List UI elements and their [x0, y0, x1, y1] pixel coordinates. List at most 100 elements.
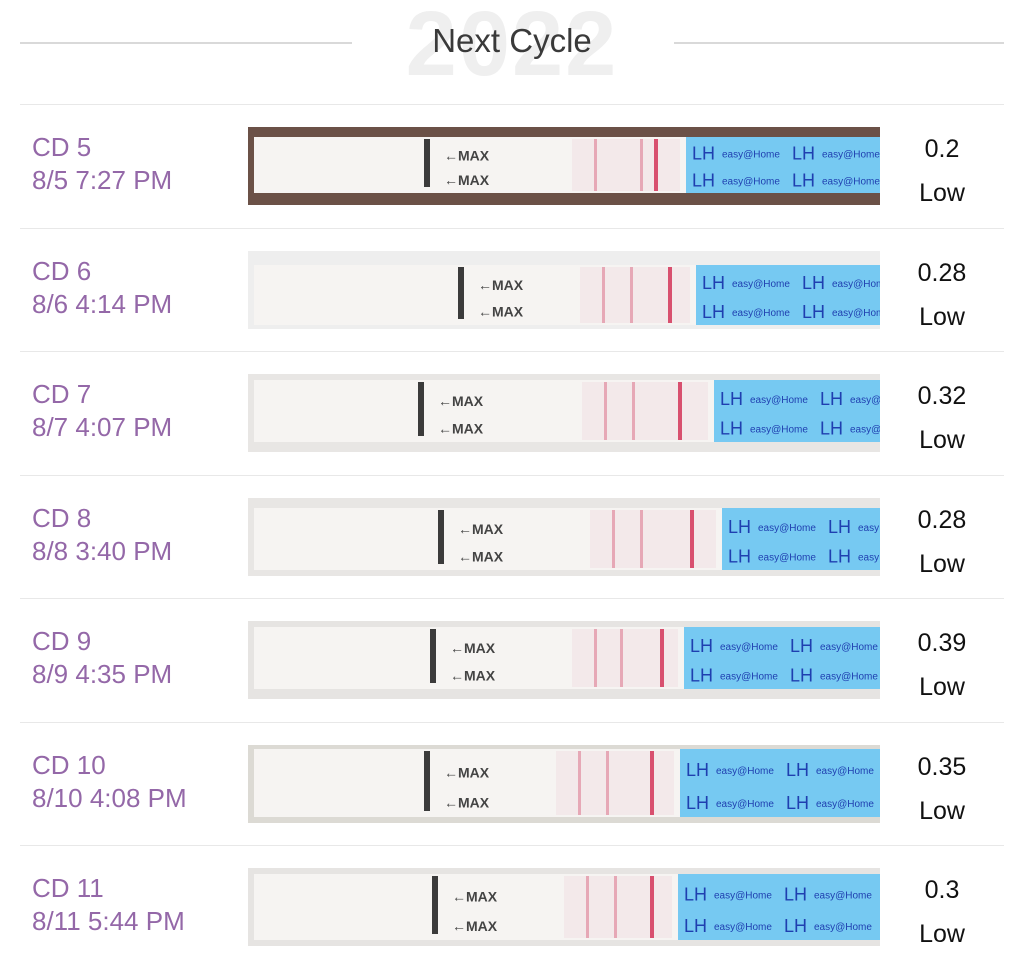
strip-image: ←MAX ←MAX LH easy@Home LH easy@Home LH easy@Hom… [248, 250, 880, 329]
lh-value: 0.35 [917, 752, 967, 781]
brand-text: easy@Home [850, 395, 880, 406]
brand-text: easy@Home [858, 522, 880, 533]
max-label: ←MAX [450, 640, 496, 656]
max-label: ←MAX [478, 277, 524, 293]
strip-image: ←MAX ←MAX LH easy@Home LH easy@Home LH easy@Hom… [248, 374, 880, 452]
brand-text: easy@Home [720, 672, 778, 683]
lh-text: LH [784, 884, 807, 904]
cycle-day: CD 7 [32, 379, 92, 409]
test-row[interactable]: CD 8 8/8 3:40 PM ←MAX ←MAX LH easy@Home LH ea… [20, 474, 1004, 599]
test-row[interactable]: CD 5 8/5 7:27 PM ←MAX ←MAX LH easy@Home LH ea… [20, 104, 1004, 228]
test-datetime: 8/8 3:40 PM [32, 535, 173, 566]
test-datetime: 8/11 5:44 PM [32, 906, 185, 936]
lh-text: LH [820, 389, 843, 409]
test-row[interactable]: CD 7 8/7 4:07 PM ←MAX ←MAX LH easy@Home LH ea… [20, 351, 1004, 475]
lh-text: LH [720, 419, 743, 439]
brand-text: easy@Home [732, 279, 790, 290]
lh-value: 0.3 [924, 876, 960, 904]
lh-value: 0.39 [917, 629, 967, 657]
result-window [580, 266, 690, 323]
test-strip-photo[interactable]: ←MAX ←MAX LH easy@Home LH easy@Home LH easy@Hom… [248, 250, 880, 329]
result-window [590, 509, 716, 568]
lh-text: LH [720, 389, 743, 409]
max-bar [458, 266, 464, 319]
test-strip-photo[interactable]: ←MAX ←MAX LH easy@Home LH easy@Home LH easy@Hom… [248, 497, 880, 576]
year-watermark: 2022 [405, 0, 619, 95]
max-label: ←MAX [452, 889, 498, 905]
test-strip-photo[interactable]: ←MAX ←MAX LH easy@Home LH easy@Home LH easy@Hom… [248, 621, 880, 699]
cycle-day: CD 11 [32, 873, 104, 903]
brand-text: easy@Home [816, 798, 874, 809]
control-line [602, 266, 605, 323]
strip-image: ←MAX ←MAX LH easy@Home LH easy@Home LH easy@Hom… [248, 621, 880, 699]
brand-text: easy@Home [858, 552, 880, 563]
lh-text: LH [790, 636, 813, 656]
cycle-day: CD 8 [32, 502, 92, 533]
result-window [582, 382, 708, 440]
strip-image: ←MAX ←MAX LH easy@Home LH easy@Home LH easy@Hom… [248, 868, 880, 946]
lh-text: LH [728, 516, 751, 536]
cycle-day: CD 5 [32, 132, 92, 162]
header-divider-left [20, 42, 352, 44]
test-datetime: 8/6 4:14 PM [32, 288, 173, 319]
max-label: ←MAX [450, 667, 496, 683]
test-datetime: 8/5 7:27 PM [32, 165, 173, 195]
test-strip-photo[interactable]: ←MAX ←MAX LH easy@Home LH easy@Home LH easy@Hom… [248, 868, 880, 946]
control-line [630, 266, 633, 323]
brand-text: easy@Home [832, 279, 880, 290]
strip-image: ←MAX ←MAX LH easy@Home LH easy@Home LH easy@Hom… [248, 127, 880, 205]
max-label: ←MAX [478, 303, 524, 319]
test-label: CD 8 8/8 3:40 PM [32, 502, 172, 568]
brand-text: easy@Home [714, 922, 772, 933]
lh-text: LH [684, 884, 707, 904]
header: 2022 Next Cycle [0, 0, 1024, 100]
lh-text: LH [802, 301, 825, 321]
brand-text: easy@Home [814, 890, 872, 901]
test-line [650, 876, 654, 938]
cycle-day: CD 9 [32, 626, 92, 656]
reading: 0.28 Low [896, 251, 988, 339]
control-line [606, 750, 609, 815]
test-datetime: 8/9 4:35 PM [32, 659, 173, 689]
header-divider-right [674, 42, 1004, 44]
max-label: ←MAX [438, 393, 484, 409]
lh-level: Low [919, 796, 965, 825]
lh-text: LH [790, 666, 813, 686]
test-label: CD 9 8/9 4:35 PM [32, 625, 172, 691]
test-row[interactable]: CD 9 8/9 4:35 PM ←MAX ←MAX LH easy@Home LH ea… [20, 598, 1004, 722]
brand-text: easy@Home [722, 149, 780, 160]
result-window [572, 139, 680, 191]
control-line [640, 509, 643, 568]
strip-image: ←MAX ←MAX LH easy@Home LH easy@Home LH easy@Hom… [248, 744, 880, 823]
test-strip-photo[interactable]: ←MAX ←MAX LH easy@Home LH easy@Home LH easy@Hom… [248, 744, 880, 823]
test-row[interactable]: CD 11 8/11 5:44 PM ←MAX ←MAX LH easy@Home LH… [20, 845, 1004, 969]
brand-text: easy@Home [722, 176, 780, 187]
brand-text: easy@Home [720, 642, 778, 653]
lh-text: LH [828, 546, 851, 566]
lh-value: 0.28 [917, 258, 967, 287]
lh-wrapper [696, 264, 880, 325]
max-label: ←MAX [452, 918, 498, 934]
test-strip-photo[interactable]: ←MAX ←MAX LH easy@Home LH easy@Home LH easy@Hom… [248, 127, 880, 205]
lh-text: LH [786, 760, 809, 780]
brand-text: easy@Home [820, 672, 878, 683]
test-row[interactable]: CD 10 8/10 4:08 PM ←MAX ←MAX LH easy@Home LH… [20, 721, 1004, 846]
lh-text: LH [828, 516, 851, 536]
lh-level: Low [919, 920, 965, 948]
lh-text: LH [702, 273, 725, 293]
test-label: CD 5 8/5 7:27 PM [32, 131, 172, 197]
control-line [640, 139, 643, 191]
test-row[interactable]: CD 6 8/6 4:14 PM ←MAX ←MAX LH easy@Home LH ea… [20, 227, 1004, 352]
brand-text: easy@Home [758, 552, 816, 563]
control-line [632, 382, 635, 440]
test-strip-photo[interactable]: ←MAX ←MAX LH easy@Home LH easy@Home LH easy@Hom… [248, 374, 880, 452]
test-label: CD 11 8/11 5:44 PM [32, 872, 185, 938]
reading: 0.39 Low [896, 621, 988, 709]
max-bar [424, 139, 430, 187]
control-line [604, 382, 607, 440]
max-bar [432, 876, 438, 934]
lh-text: LH [692, 170, 715, 190]
brand-text: easy@Home [822, 176, 880, 187]
control-line [614, 876, 617, 938]
brand-text: easy@Home [714, 890, 772, 901]
